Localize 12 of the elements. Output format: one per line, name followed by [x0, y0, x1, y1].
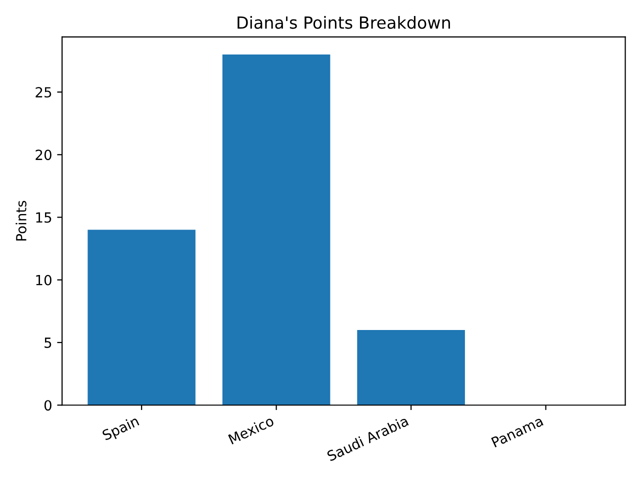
y-tick-label: 20 — [36, 150, 52, 160]
bar — [357, 330, 465, 406]
y-tick-label: 15 — [36, 212, 52, 223]
x-tick-label: Spain — [102, 415, 141, 444]
bar — [88, 230, 196, 406]
y-axis-title: Points — [16, 200, 26, 241]
bar — [222, 54, 330, 406]
y-tick-label: 5 — [44, 338, 52, 348]
chart-title: Diana's Points Breakdown — [238, 16, 450, 29]
y-tick-label: 0 — [44, 400, 52, 411]
y-tick-label: 10 — [36, 274, 52, 286]
y-tick-label: 25 — [36, 87, 52, 98]
